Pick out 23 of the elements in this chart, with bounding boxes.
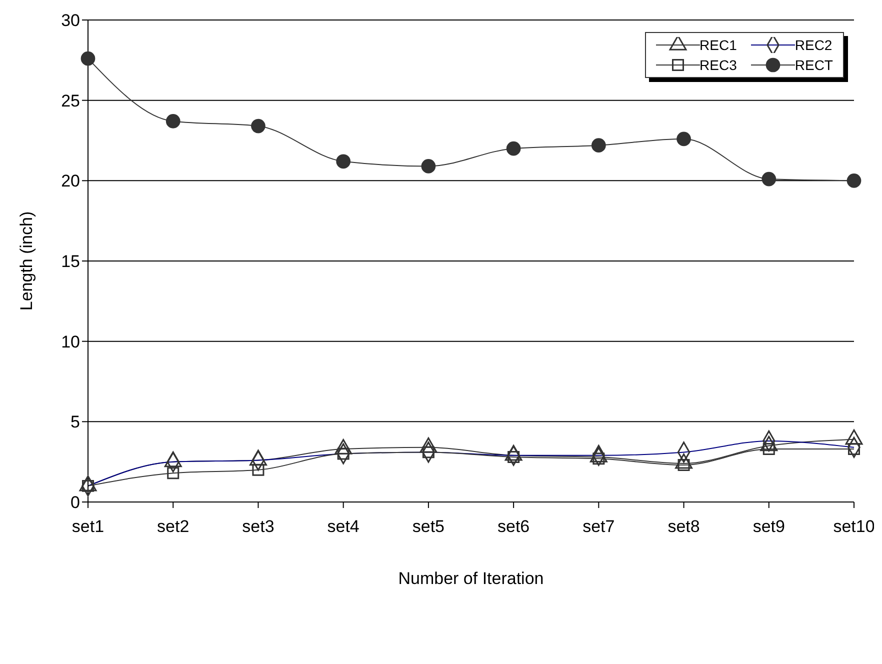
x-tick-label: set7 [582, 517, 615, 536]
y-tick-label: 5 [70, 412, 80, 432]
x-tick-label: set2 [157, 517, 190, 536]
legend-label: RECT [794, 57, 833, 73]
x-tick-label: set5 [412, 517, 445, 536]
x-axis-title: Number of Iteration [398, 569, 544, 588]
y-tick-label: 25 [61, 91, 80, 110]
x-tick-label: set10 [833, 517, 875, 536]
y-tick-label: 20 [61, 172, 80, 191]
x-tick-label: set8 [668, 517, 700, 536]
x-tick-label: set3 [242, 517, 274, 536]
legend-label: REC3 [700, 57, 737, 73]
y-tick-label: 30 [61, 11, 80, 30]
y-tick-label: 0 [70, 493, 80, 512]
y-tick-label: 15 [61, 252, 80, 272]
legend-label: REC1 [700, 37, 737, 53]
x-tick-label: set9 [752, 517, 785, 536]
x-tick-label: set6 [497, 517, 530, 536]
x-tick-label: set1 [72, 517, 104, 536]
y-axis-title: Length (inch) [17, 211, 36, 311]
legend-label: REC2 [794, 37, 832, 53]
x-tick-label: set4 [327, 517, 360, 536]
y-tick-label: 10 [61, 332, 80, 352]
